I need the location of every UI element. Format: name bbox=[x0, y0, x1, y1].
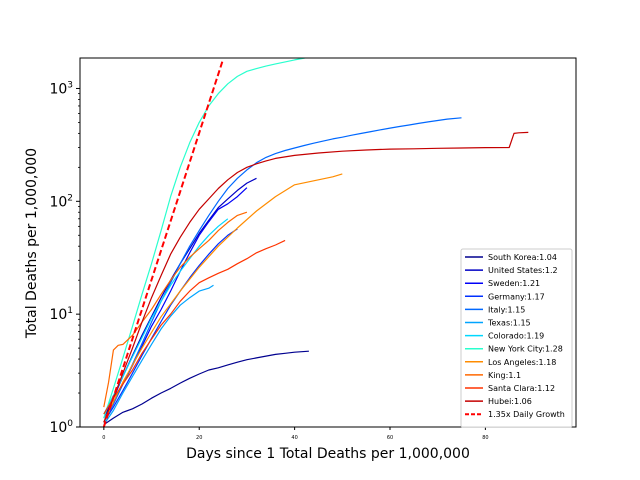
legend-label-9: King:1.1 bbox=[488, 371, 521, 380]
y-tick-label-3: 103 bbox=[49, 80, 73, 97]
x-axis-label: Days since 1 Total Deaths per 1,000,000 bbox=[186, 446, 470, 462]
x-axis-ticks: 0 20 40 60 80 bbox=[102, 427, 489, 441]
legend-label-0: South Korea:1.04 bbox=[488, 253, 557, 262]
series-line-8 bbox=[103, 173, 343, 423]
series-layer bbox=[102, 58, 529, 427]
series-line-10 bbox=[103, 239, 286, 415]
x-tick-label-2: 40 bbox=[291, 435, 297, 441]
legend-label-11: Hubei:1.06 bbox=[488, 397, 532, 406]
y-tick-label-0: 100 bbox=[49, 419, 73, 436]
series-line-3 bbox=[103, 228, 238, 423]
legend-label-10: Santa Clara:1.12 bbox=[488, 384, 555, 393]
legend-label-1: United States:1.2 bbox=[488, 266, 558, 275]
x-tick-label-4: 80 bbox=[482, 435, 488, 441]
legend-label-4: Italy:1.15 bbox=[488, 305, 525, 314]
x-tick-label-1: 20 bbox=[196, 435, 202, 441]
series-line-5 bbox=[103, 284, 214, 425]
y-tick-label-2: 102 bbox=[49, 193, 73, 210]
legend: South Korea:1.04 United States:1.2 Sweden:… bbox=[460, 248, 573, 428]
x-tick-label-3: 60 bbox=[387, 435, 393, 441]
x-tick-label-0: 0 bbox=[102, 435, 105, 441]
y-tick-label-1: 101 bbox=[49, 306, 73, 323]
series-line-9 bbox=[103, 211, 248, 408]
legend-box bbox=[460, 248, 573, 428]
series-line-11 bbox=[103, 131, 529, 423]
plot-frame bbox=[79, 57, 577, 428]
y-axis-ticks: 100 101 102 103 bbox=[49, 80, 80, 436]
series-line-12 bbox=[102, 58, 225, 427]
y-axis-label: Total Deaths per 1,000,000 bbox=[24, 148, 40, 339]
series-line-7 bbox=[103, 58, 308, 419]
legend-label-5: Texas:1.15 bbox=[487, 319, 531, 328]
legend-label-6: Colorado:1.19 bbox=[488, 332, 544, 341]
legend-label-2: Sweden:1.21 bbox=[488, 279, 540, 288]
legend-label-8: Los Angeles:1.18 bbox=[488, 358, 556, 367]
legend-label-7: New York City:1.28 bbox=[488, 345, 563, 354]
series-line-6 bbox=[103, 218, 229, 415]
legend-label-3: Germany:1.17 bbox=[488, 292, 545, 301]
series-line-0 bbox=[103, 350, 309, 426]
legend-label-12: 1.35x Daily Growth bbox=[488, 410, 565, 419]
